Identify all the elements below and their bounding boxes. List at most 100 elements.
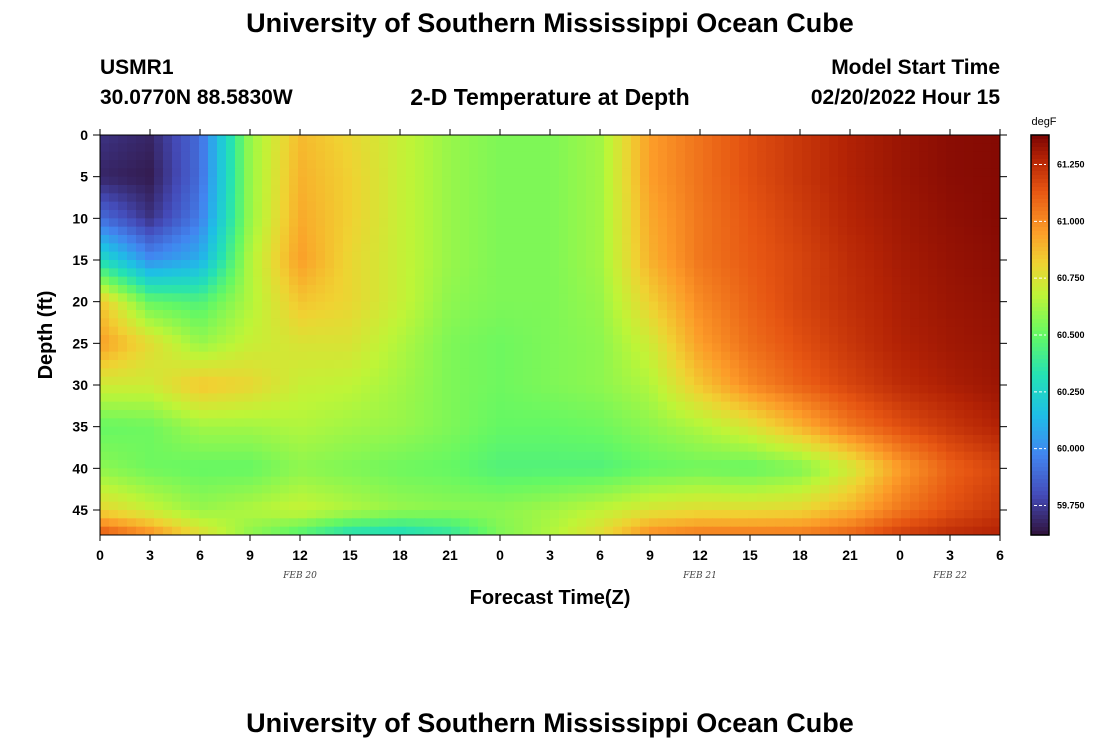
heatmap-cell [721,293,731,303]
colorbar-segment [1031,359,1049,364]
heatmap-cell [874,326,884,336]
heatmap-cell [631,460,641,469]
heatmap-cell [253,426,263,436]
heatmap-cell [919,335,929,344]
heatmap-cell [937,343,947,353]
heatmap-cell [811,226,821,236]
heatmap-cell [145,460,155,469]
heatmap-cell [784,368,794,378]
heatmap-cell [658,526,668,535]
heatmap-cell [550,435,560,444]
heatmap-cell [316,285,326,294]
heatmap-cell [190,418,200,428]
heatmap-cell [559,201,569,211]
heatmap-cell [424,260,434,269]
heatmap-cell [658,201,668,211]
heatmap-cell [397,268,407,278]
colorbar-segment [1031,491,1049,496]
heatmap-cell [496,210,506,219]
heatmap-cell [649,418,659,428]
heatmap-cell [361,226,371,236]
heatmap-cell [433,335,443,344]
heatmap-cell [865,210,875,219]
heatmap-cell [253,376,263,386]
heatmap-cell [550,393,560,403]
heatmap-cell [532,468,542,478]
heatmap-cell [604,243,614,253]
heatmap-cell [631,526,641,535]
heatmap-cell [910,460,920,469]
heatmap-cell [613,218,623,228]
heatmap-cell [676,410,686,419]
heatmap-cell [892,360,902,369]
heatmap-cell [856,335,866,344]
heatmap-cell [811,243,821,253]
heatmap-cell [505,276,515,286]
heatmap-cell [541,243,551,253]
heatmap-cell [838,460,848,469]
heatmap-cell [748,218,758,228]
heatmap-cell [640,343,650,353]
heatmap-cell [946,401,956,411]
heatmap-cell [496,318,506,328]
heatmap-cell [604,526,614,535]
heatmap-cell [640,360,650,369]
heatmap-cell [550,510,560,519]
heatmap-cell [496,310,506,319]
heatmap-cell [289,301,299,311]
x-tick-label: 15 [342,547,358,563]
heatmap-cell [199,401,209,411]
heatmap-cell [586,176,596,186]
heatmap-cell [217,351,227,361]
heatmap-cell [271,235,281,244]
heatmap-cell [946,326,956,336]
heatmap-cell [550,335,560,344]
heatmap-cell [919,460,929,469]
heatmap-cell [577,326,587,336]
heatmap-cell [829,251,839,261]
heatmap-cell [559,401,569,411]
heatmap-cell [487,451,497,461]
heatmap-cell [919,326,929,336]
heatmap-cell [748,193,758,203]
heatmap-cell [622,501,632,511]
heatmap-cell [964,268,974,278]
heatmap-cell [316,476,326,486]
heatmap-cell [100,268,110,278]
heatmap-cell [586,285,596,294]
heatmap-cell [946,501,956,511]
heatmap-cell [505,393,515,403]
heatmap-cell [820,501,830,511]
heatmap-cell [937,260,947,269]
heatmap-cell [685,393,695,403]
colorbar-segment [1031,379,1049,384]
heatmap-cell [766,376,776,386]
heatmap-cell [775,235,785,244]
heatmap-cell [217,360,227,369]
heatmap-cell [523,451,533,461]
heatmap-cell [154,526,164,535]
heatmap-cell [262,510,272,519]
heatmap-cell [496,501,506,511]
heatmap-cell [928,193,938,203]
heatmap-cell [118,218,128,228]
heatmap-cell [775,285,785,294]
heatmap-cell [739,493,749,503]
heatmap-cell [622,460,632,469]
heatmap-cell [964,351,974,361]
heatmap-cell [532,435,542,444]
heatmap-cell [262,243,272,253]
heatmap-cell [568,376,578,386]
heatmap-cell [550,201,560,211]
heatmap-cell [343,318,353,328]
heatmap-cell [451,268,461,278]
heatmap-cell [190,260,200,269]
y-tick-label: 20 [72,294,88,310]
heatmap-cell [496,410,506,419]
heatmap-cell [874,176,884,186]
heatmap-cell [883,160,893,169]
heatmap-cell [829,210,839,219]
heatmap-cell [550,468,560,478]
heatmap-cell [739,418,749,428]
heatmap-cell [667,268,677,278]
